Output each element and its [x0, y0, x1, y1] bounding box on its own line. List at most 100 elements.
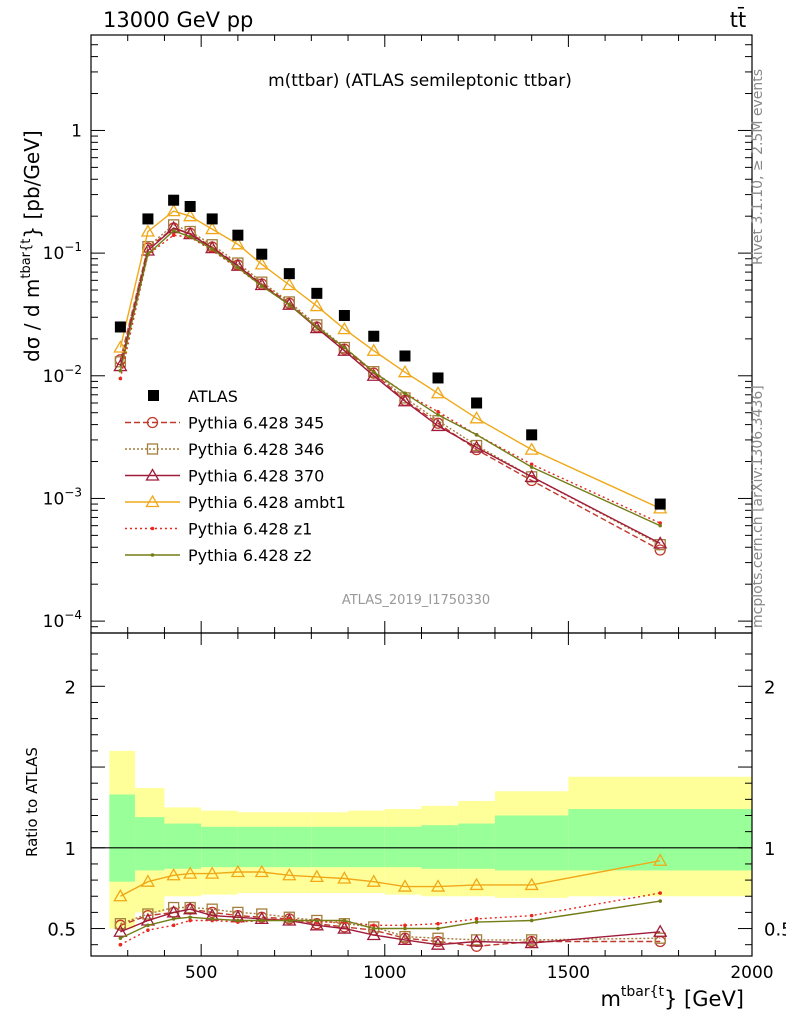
series-line-3 — [119, 210, 661, 510]
series-point-3 — [205, 221, 220, 235]
ratio-y-tick-label-left: 2 — [65, 677, 76, 698]
ratio-band-inner — [568, 809, 752, 871]
ratio-band-inner — [237, 826, 275, 868]
series-point-4 — [171, 233, 176, 237]
ratio-y-tick-label-left: 0.5 — [47, 920, 76, 941]
ratio-series-line-5 — [120, 900, 661, 939]
ratio-band-inner — [109, 794, 136, 882]
series-point-3 — [524, 442, 539, 455]
series-point-5 — [171, 229, 176, 233]
ratio-series-point-4 — [146, 928, 150, 932]
x-tick-label: 1000 — [363, 963, 406, 983]
ratio-series-point-4 — [658, 891, 662, 895]
ratio-series-point-2 — [469, 934, 484, 947]
ratio-series-point-2 — [113, 924, 128, 937]
main-y-label-tail: } [pb/GeV] — [20, 130, 44, 238]
ratio-series-point-2 — [397, 932, 413, 945]
series-point-2 — [397, 393, 413, 407]
data-point — [206, 213, 218, 225]
series-point-3 — [113, 340, 128, 353]
legend-marker-4 — [150, 526, 155, 531]
legend-marker-5 — [150, 553, 155, 557]
y-tick-label: 10−3 — [43, 485, 82, 509]
process-label: tt̄ — [730, 7, 746, 32]
data-point — [283, 268, 295, 280]
ratio-series-point-2 — [366, 927, 381, 941]
series-point-5 — [529, 465, 534, 469]
ratio-series-point-3 — [183, 866, 198, 879]
legend-label-2: Pythia 6.428 370 — [188, 467, 324, 486]
ratio-series-point-3 — [524, 877, 539, 891]
main-plot-marks — [113, 194, 668, 556]
ratio-series-point-3 — [430, 879, 446, 892]
ratio-plot-marks — [91, 750, 752, 952]
ratio-series-line-4 — [120, 892, 661, 946]
ratio-series-point-5 — [259, 918, 264, 923]
series-point-5 — [403, 391, 407, 396]
series-point-3 — [366, 343, 381, 356]
ratio-series-point-5 — [315, 918, 319, 923]
ratio-series-point-4 — [403, 923, 407, 928]
ratio-series-point-3 — [113, 888, 128, 902]
data-point — [338, 310, 350, 322]
y-tick-label: 10−4 — [43, 608, 82, 632]
ratio-series-point-2 — [653, 924, 668, 937]
legend-marker-0 — [146, 416, 159, 429]
ratio-series-point-3 — [140, 874, 156, 887]
data-point — [368, 330, 380, 342]
ratio-series-point-3 — [230, 864, 246, 878]
data-point — [142, 213, 154, 225]
legend-label-4: Pythia 6.428 z1 — [188, 520, 312, 539]
plot-title: m(ttbar) (ATLAS semileptonic ttbar) — [268, 71, 572, 91]
series-point-3 — [309, 298, 324, 312]
ratio-series-point-3 — [309, 869, 324, 883]
ratio-series-point-5 — [210, 917, 214, 921]
ratio-series-point-5 — [118, 936, 123, 941]
y-tick-label: 10−2 — [43, 363, 82, 387]
series-point-5 — [210, 247, 214, 251]
series-point-5 — [436, 413, 440, 417]
data-point — [399, 350, 411, 362]
ratio-band-inner — [274, 826, 312, 868]
ratio-band-inner — [458, 823, 495, 869]
x-tick-label: 1500 — [547, 963, 590, 983]
series-point-2 — [430, 418, 446, 432]
series-line-4 — [119, 234, 661, 524]
ratio-series-point-5 — [474, 920, 479, 924]
ratio-series-point-5 — [342, 918, 347, 923]
ratio-series-point-5 — [436, 926, 440, 931]
y-tick-label: 10−1 — [43, 240, 82, 264]
series-point-2 — [469, 440, 484, 453]
ratio-y-axis-label: Ratio to ATLAS — [23, 747, 41, 857]
ratio-series-point-3 — [397, 879, 413, 892]
series-point-5 — [474, 433, 479, 437]
mcplots-label: mcplots.cern.ch [arXiv:1306.3436] — [750, 385, 766, 628]
ratio-series-point-5 — [287, 918, 292, 923]
legend-label-data: ATLAS — [188, 387, 238, 406]
x-tick-label: 2000 — [730, 963, 773, 983]
analysis-id: ATLAS_2019_I1750330 — [342, 593, 490, 608]
ratio-series-point-1 — [526, 934, 538, 946]
series-point-3 — [430, 385, 446, 399]
ratio-series-point-2 — [430, 937, 446, 950]
series-point-5 — [188, 234, 192, 239]
ratio-series-point-1 — [432, 932, 444, 944]
series-point-5 — [371, 370, 376, 374]
ratio-series-point-4 — [171, 923, 176, 928]
ratio-series-point-5 — [371, 926, 376, 931]
ratio-series-point-2 — [254, 911, 269, 925]
ratio-band-inner — [348, 826, 385, 868]
ratio-series-point-5 — [171, 917, 176, 921]
series-point-2 — [524, 469, 539, 482]
ratio-series-point-1 — [114, 918, 127, 930]
axes: 500 1000 1500 2000 10−4 10−3 10−2 10−1 1 0.5 0.5 1 1… — [43, 34, 786, 983]
series-point-5 — [259, 284, 264, 288]
ratio-series-point-3 — [254, 864, 269, 878]
data-point — [184, 200, 196, 212]
ratio-band-inner — [135, 817, 165, 871]
series-point-3 — [397, 364, 413, 378]
ratio-series-point-1 — [399, 930, 411, 943]
series-point-3 — [230, 236, 246, 250]
ratio-band-inner — [164, 823, 202, 869]
